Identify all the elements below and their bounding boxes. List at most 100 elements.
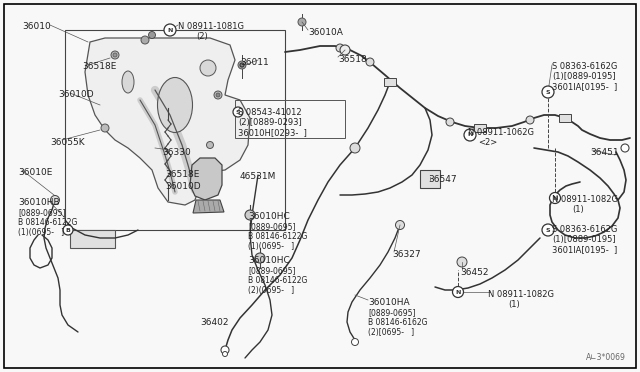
Text: N: N [167, 28, 173, 32]
Text: (1)[0889-0195]: (1)[0889-0195] [552, 72, 616, 81]
Text: B 08146-6162G: B 08146-6162G [368, 318, 428, 327]
Circle shape [457, 257, 467, 267]
Text: S 08543-41012: S 08543-41012 [238, 108, 301, 117]
Circle shape [542, 86, 554, 98]
Text: 36010E: 36010E [18, 168, 52, 177]
Circle shape [101, 124, 109, 132]
Text: 36010HC: 36010HC [248, 256, 290, 265]
Text: (1): (1) [508, 300, 520, 309]
Circle shape [63, 225, 73, 235]
Text: 36451: 36451 [590, 148, 619, 157]
Text: 36330: 36330 [162, 148, 191, 157]
Circle shape [366, 58, 374, 66]
Circle shape [255, 253, 265, 263]
Bar [235, 100, 345, 138]
Text: 36452: 36452 [460, 268, 488, 277]
Text: 36402: 36402 [200, 318, 228, 327]
Text: 36518E: 36518E [165, 170, 200, 179]
Bar [65, 30, 285, 230]
Text: 36055K: 36055K [50, 138, 84, 147]
Text: 36010HC: 36010HC [248, 212, 290, 221]
Text: 3601lA[0195-  ]: 3601lA[0195- ] [552, 82, 617, 91]
Ellipse shape [122, 71, 134, 93]
Circle shape [238, 61, 246, 69]
Text: (2): (2) [196, 32, 208, 41]
Text: 36518E: 36518E [82, 62, 116, 71]
Text: 36010D: 36010D [58, 90, 93, 99]
Text: 3601lA[0195-  ]: 3601lA[0195- ] [552, 245, 617, 254]
Circle shape [446, 118, 454, 126]
Circle shape [141, 36, 149, 44]
Circle shape [207, 141, 214, 148]
Text: N 08911-1081G: N 08911-1081G [178, 22, 244, 31]
Circle shape [350, 143, 360, 153]
Bar [559, 114, 571, 122]
Text: (1)(0695-   ]: (1)(0695- ] [248, 242, 294, 251]
Text: S 08363-6162G: S 08363-6162G [552, 62, 618, 71]
Text: N: N [552, 196, 557, 201]
Circle shape [396, 221, 404, 230]
Circle shape [526, 116, 534, 124]
Circle shape [240, 63, 244, 67]
Text: (1): (1) [572, 205, 584, 214]
Text: (2)(0695-   ]: (2)(0695- ] [248, 286, 294, 295]
Circle shape [298, 18, 306, 26]
Text: N: N [467, 132, 473, 138]
Circle shape [221, 346, 229, 354]
Text: (1)[0889-0195]: (1)[0889-0195] [552, 235, 616, 244]
Text: S 08363-6162G: S 08363-6162G [552, 225, 618, 234]
Bar [384, 78, 396, 86]
Bar [70, 230, 115, 248]
Text: S: S [546, 228, 550, 232]
Circle shape [550, 192, 561, 203]
Text: N: N [455, 289, 461, 295]
Text: 36327: 36327 [392, 250, 420, 259]
Circle shape [111, 51, 119, 59]
Text: 46531M: 46531M [240, 172, 276, 181]
Circle shape [214, 91, 222, 99]
Text: 36010H[0293-  ]: 36010H[0293- ] [238, 128, 307, 137]
Circle shape [245, 210, 255, 220]
Text: N 08911-1082G: N 08911-1082G [552, 195, 618, 204]
Text: B 08146-6122G: B 08146-6122G [18, 218, 77, 227]
Text: 36518: 36518 [338, 55, 367, 64]
Circle shape [148, 32, 156, 38]
Circle shape [464, 129, 476, 141]
Circle shape [340, 45, 350, 55]
Polygon shape [85, 38, 250, 205]
Circle shape [542, 224, 554, 236]
Circle shape [452, 286, 463, 298]
Circle shape [223, 352, 227, 356]
Text: N 08911-1062G: N 08911-1062G [468, 128, 534, 137]
Text: B 08146-6122G: B 08146-6122G [248, 232, 307, 241]
Text: [0889-0695]: [0889-0695] [368, 308, 415, 317]
Text: 36010: 36010 [22, 22, 51, 31]
Bar [474, 124, 486, 132]
Text: S: S [546, 90, 550, 94]
Text: S: S [236, 109, 240, 115]
Circle shape [621, 144, 629, 152]
Text: 36547: 36547 [428, 175, 456, 184]
Circle shape [200, 60, 216, 76]
Circle shape [164, 24, 176, 36]
Text: B: B [65, 228, 70, 232]
Text: [0889-0695]: [0889-0695] [18, 208, 65, 217]
Text: N 08911-1082G: N 08911-1082G [488, 290, 554, 299]
Circle shape [233, 107, 243, 117]
Circle shape [113, 53, 117, 57]
Text: (1)(0695-   ]: (1)(0695- ] [18, 228, 64, 237]
Circle shape [336, 44, 344, 52]
Text: 36010D: 36010D [165, 182, 200, 191]
Text: [0889-0695]: [0889-0695] [248, 222, 296, 231]
Text: 36010HB: 36010HB [18, 198, 60, 207]
Text: (2)[0889-0293]: (2)[0889-0293] [238, 118, 301, 127]
Bar [420, 170, 440, 188]
Ellipse shape [157, 77, 193, 132]
Polygon shape [193, 200, 224, 213]
Circle shape [51, 196, 60, 205]
Circle shape [351, 339, 358, 346]
Text: B 08146-6122G: B 08146-6122G [248, 276, 307, 285]
Circle shape [216, 93, 220, 97]
Text: <2>: <2> [478, 138, 497, 147]
Polygon shape [190, 158, 222, 200]
